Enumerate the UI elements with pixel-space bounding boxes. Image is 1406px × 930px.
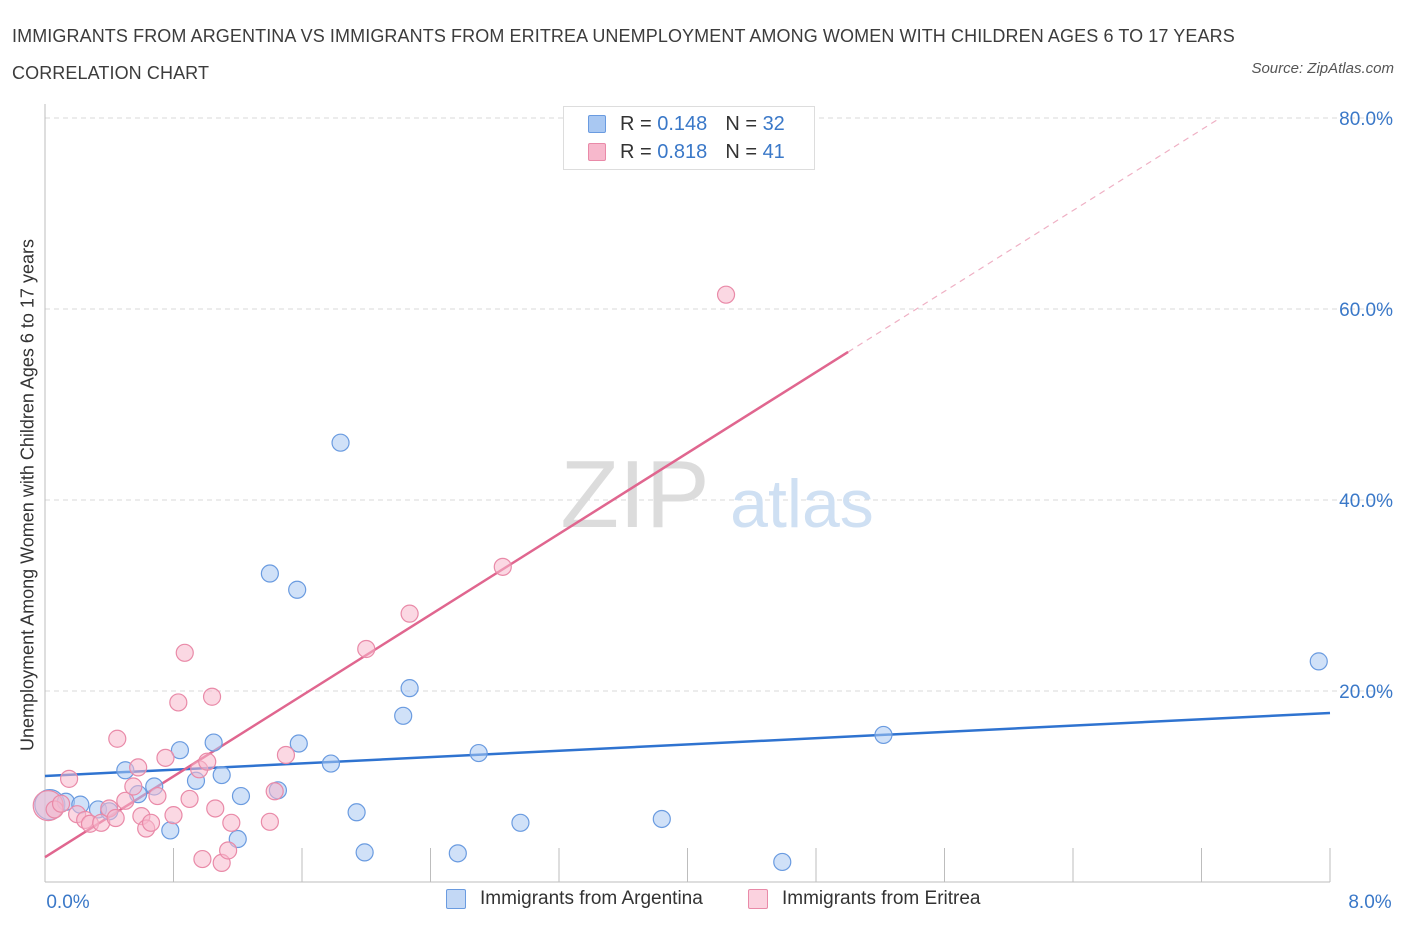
eritrea-point [260, 812, 279, 831]
eritrea-legend-swatch [748, 889, 768, 909]
argentina-point [355, 843, 374, 862]
eritrea-point [129, 758, 148, 777]
stats-legend: R = 0.148 N = 32 R = 0.818 N = 41 [563, 106, 815, 170]
legend-item-eritrea[interactable]: Immigrants from Eritrea [748, 888, 980, 910]
legend-label-eritrea: Immigrants from Eritrea [782, 888, 981, 909]
legend-r-value: 0.818 [657, 140, 708, 163]
legend-r-value: 0.148 [657, 112, 708, 135]
argentina-point [288, 580, 307, 599]
y-tick-label: 60.0% [1339, 300, 1393, 321]
argentina-point [394, 706, 413, 725]
argentina-point [289, 734, 308, 753]
trend-line-extension [847, 119, 1218, 353]
argentina-point [511, 813, 530, 832]
argentina-point [212, 765, 231, 785]
y-tick-label: 80.0% [1339, 109, 1393, 130]
legend-n-label: N = [725, 140, 757, 163]
legend-row-eritrea: R = 0.818 N = 41 [588, 140, 785, 164]
trend-lines [44, 119, 1331, 859]
eritrea-point [276, 745, 296, 765]
argentina-point [469, 743, 488, 763]
legend-label-argentina: Immigrants from Argentina [480, 888, 703, 909]
legend-item-argentina[interactable]: Immigrants from Argentina [446, 888, 703, 910]
eritrea-point [206, 799, 225, 818]
eritrea-swatch [588, 143, 606, 161]
argentina-point [331, 433, 350, 452]
argentina-point [1309, 652, 1328, 671]
legend-n-label: N = [725, 112, 757, 135]
eritrea-point [265, 782, 284, 801]
series-legend: Immigrants from Argentina Immigrants fro… [0, 888, 1406, 916]
argentina-point [448, 844, 467, 863]
legend-n-value: 32 [762, 112, 785, 135]
argentina-swatch [588, 115, 606, 133]
argentina-point [400, 679, 419, 698]
argentina-point [321, 754, 341, 773]
legend-n-value: 41 [762, 140, 785, 163]
watermark: ZIP atlas [560, 441, 873, 548]
eritrea-point [193, 849, 212, 869]
axes [44, 104, 1331, 883]
legend-row-argentina: R = 0.148 N = 32 [588, 112, 785, 136]
tick-labels: 20.0% 40.0% 60.0% 80.0% 0.0% 8.0% [46, 109, 1393, 913]
eritrea-point [59, 769, 79, 788]
eritrea-point [169, 693, 188, 712]
eritrea-point [357, 639, 376, 659]
watermark-atlas: atlas [730, 466, 874, 542]
y-tick-label: 20.0% [1339, 682, 1393, 703]
trend-line-argentina [44, 711, 1331, 778]
y-axis-label: Unemployment Among Women with Children A… [17, 239, 38, 751]
argentina-point [652, 809, 671, 829]
source-credit: Source: ZipAtlas.com [1251, 60, 1394, 77]
eritrea-point [222, 813, 241, 832]
eritrea-point [148, 786, 167, 806]
eritrea-point [175, 643, 194, 662]
eritrea-point [202, 687, 222, 706]
eritrea-point [156, 748, 175, 767]
data-points [32, 285, 1328, 873]
gridlines [45, 117, 1392, 692]
x-tick-label-min: 0.0% [46, 892, 89, 913]
argentina-point [773, 852, 792, 872]
eritrea-point [400, 604, 419, 623]
legend-r-label: R = [620, 140, 652, 163]
eritrea-point [493, 557, 512, 576]
watermark-zip: ZIP [560, 441, 709, 548]
argentina-point [161, 821, 180, 840]
trend-line-eritrea [44, 350, 849, 859]
argentina-point [231, 786, 251, 806]
eritrea-point [124, 777, 143, 796]
eritrea-point [141, 813, 161, 832]
eritrea-point [116, 791, 135, 810]
chart-title: IMMIGRANTS FROM ARGENTINA VS IMMIGRANTS … [12, 26, 1235, 83]
eritrea-point [198, 752, 217, 771]
eritrea-point [180, 789, 199, 809]
eritrea-point [164, 806, 183, 825]
eritrea-point [51, 794, 71, 813]
eritrea-point [716, 285, 736, 304]
eritrea-point [219, 841, 238, 860]
eritrea-point [108, 729, 127, 748]
x-tick-label-max: 8.0% [1348, 892, 1391, 913]
argentina-point [874, 725, 893, 745]
legend-r-label: R = [620, 112, 652, 135]
argentina-point [204, 733, 223, 752]
eritrea-point [106, 808, 125, 828]
argentina-point [170, 741, 190, 760]
argentina-point [347, 803, 366, 822]
y-tick-label: 40.0% [1339, 491, 1393, 512]
argentina-point [260, 564, 279, 583]
argentina-legend-swatch [446, 889, 466, 909]
